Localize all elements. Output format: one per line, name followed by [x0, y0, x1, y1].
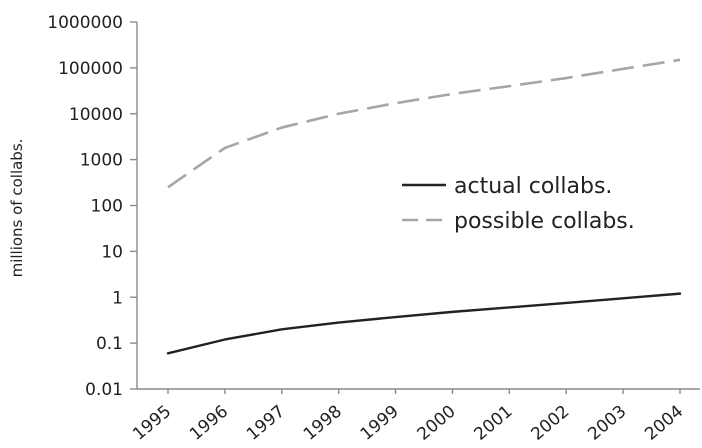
series-lines	[166, 58, 682, 355]
legend-label-actual: actual collabs.	[454, 174, 612, 199]
x-tick-label: 2004	[641, 402, 687, 445]
y-axis-label: millions of collabs.	[8, 139, 26, 278]
y-tick-label: 10000	[69, 105, 123, 125]
y-tick-label: 0.1	[96, 334, 123, 354]
y-tick-label: 100000	[58, 59, 123, 79]
x-tick-label: 2003	[584, 402, 630, 445]
x-tick-label: 2000	[414, 402, 460, 445]
y-tick-label: 100	[91, 197, 123, 217]
legend: actual collabs. possible collabs.	[402, 174, 635, 234]
y-tick-label: 1	[112, 288, 123, 308]
x-tick-label: 1999	[357, 402, 403, 445]
y-axis-ticks: 0.01 0.1 1 10 100 1000 10000 100000 1000000	[47, 13, 137, 400]
x-tick-label: 1997	[243, 402, 289, 445]
y-tick-label: 1000000	[47, 13, 123, 33]
x-tick-label: 1996	[186, 402, 232, 445]
x-tick-label: 2001	[471, 402, 517, 445]
series-line-possible	[167, 58, 681, 189]
x-tick-label: 2002	[527, 402, 573, 445]
x-tick-label: 1995	[129, 402, 175, 445]
y-tick-label: 10	[101, 242, 123, 262]
x-tick-label: 1998	[300, 402, 346, 445]
series-line-actual	[166, 292, 682, 355]
legend-label-possible: possible collabs.	[454, 209, 635, 234]
y-tick-label: 1000	[80, 151, 123, 171]
x-axis-ticks: 1995 1996 1997 1998 1999 2000 2001 2002 2003 2004	[129, 389, 687, 445]
y-tick-label: 0.01	[85, 380, 123, 400]
